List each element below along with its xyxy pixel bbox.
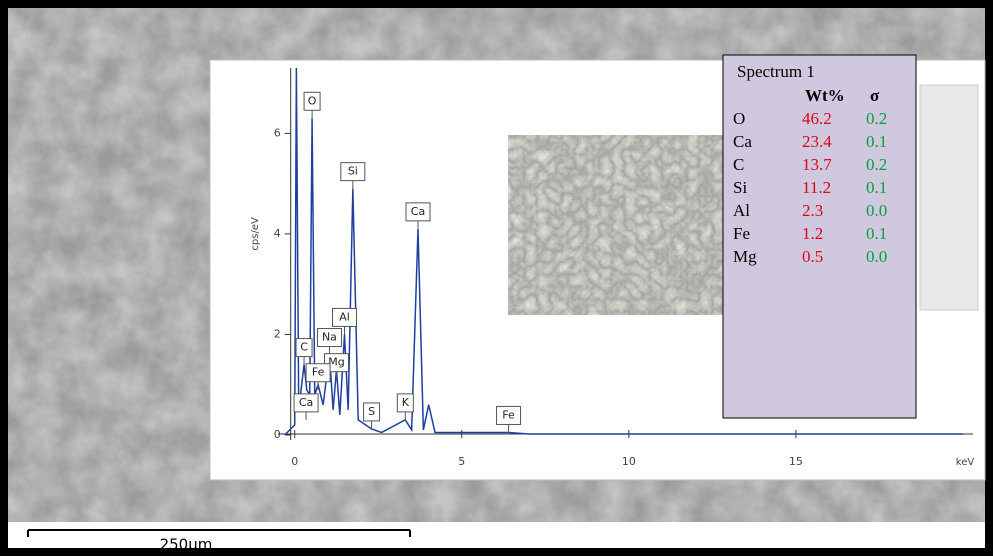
scale-label: 250µm	[160, 536, 213, 554]
scale-strip	[8, 522, 985, 548]
wt-percent: 13.7	[802, 155, 832, 174]
element: Al	[733, 201, 750, 220]
ghost-table	[920, 85, 978, 310]
x-tick-label: 0	[291, 455, 298, 468]
peak-label: O	[308, 94, 317, 107]
wt-percent: 46.2	[802, 109, 832, 128]
y-tick-label: 2	[274, 327, 281, 340]
wt-percent: 11.2	[802, 178, 831, 197]
wt-percent: 23.4	[802, 132, 832, 151]
sigma: 0.0	[866, 201, 887, 220]
sigma: 0.1	[866, 178, 887, 197]
peak-label: Ca	[299, 396, 313, 409]
stone-photo	[508, 135, 723, 315]
sigma: 0.2	[866, 155, 887, 174]
y-tick-label: 4	[274, 227, 281, 240]
peak-label: Na	[322, 331, 337, 344]
x-axis-label: keV	[956, 457, 975, 468]
sigma: 0.1	[866, 132, 887, 151]
element: Fe	[733, 224, 750, 243]
y-tick-label: 6	[274, 126, 281, 139]
y-axis-label: cps/eV	[250, 217, 261, 251]
peak-label: Ca	[411, 205, 425, 218]
figure: 250µm 0510150246keVcps/eVOSiCaAlNaCMgFeC…	[0, 0, 993, 556]
x-tick-label: 15	[789, 455, 803, 468]
peak-label: Fe	[502, 408, 515, 421]
peak-label: Fe	[312, 366, 325, 379]
element: O	[733, 109, 745, 128]
element: Si	[733, 178, 747, 197]
element: C	[733, 155, 744, 174]
sigma: 0.2	[866, 109, 887, 128]
peak-label: Al	[339, 310, 350, 323]
peak-label: Mg	[328, 356, 344, 369]
sigma: 0.0	[866, 247, 887, 266]
sigma: 0.1	[866, 224, 887, 243]
wt-percent: 2.3	[802, 201, 823, 220]
table-header: σ	[870, 86, 880, 105]
wt-percent: 1.2	[802, 224, 823, 243]
table-panel: Spectrum 1 Wt% σ O 46.2 0.2 Ca 23.4 0.1 C 13.7 0…	[723, 55, 916, 418]
x-tick-label: 10	[622, 455, 636, 468]
peak-label: S	[368, 405, 375, 418]
wt-percent: 0.5	[802, 247, 823, 266]
element: Mg	[733, 247, 757, 266]
peak-label: Si	[348, 165, 358, 178]
y-tick-label: 0	[274, 428, 281, 441]
table-header: Wt%	[805, 86, 845, 105]
table-title: Spectrum 1	[737, 62, 815, 81]
element: Ca	[733, 132, 752, 151]
peak-label: K	[402, 396, 410, 409]
peak-label: C	[300, 341, 308, 354]
x-tick-label: 5	[458, 455, 465, 468]
